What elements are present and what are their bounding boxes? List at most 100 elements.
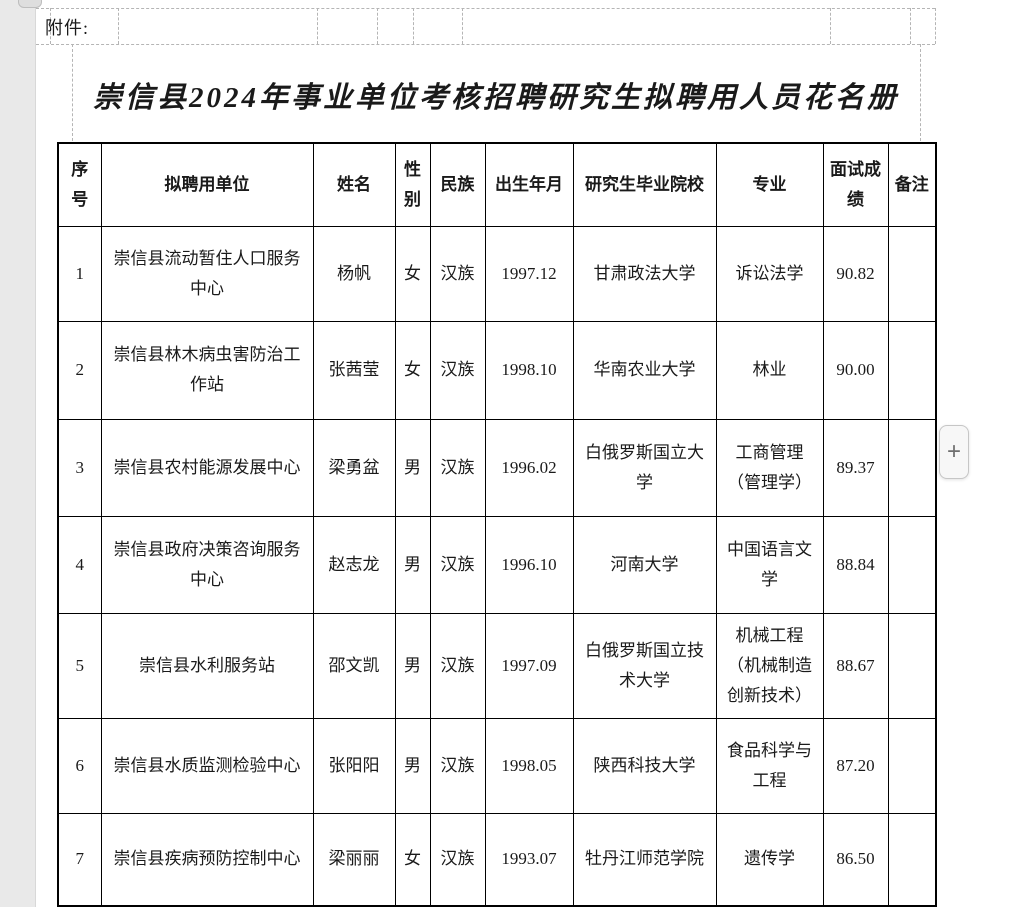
cell-ethnicity: 汉族 [429, 515, 486, 614]
cell-school: 甘肃政法大学 [572, 225, 717, 322]
cell-unit: 崇信县政府决策咨询服务中心 [100, 515, 314, 614]
table-row: 2 崇信县林木病虫害防治工作站 张茜莹 女 汉族 1998.10 华南农业大学 … [57, 320, 937, 420]
cell-gender: 男 [394, 515, 431, 614]
cell-major: 食品科学与工程 [715, 717, 824, 814]
cell-remark [887, 812, 937, 907]
cell-serial: 3 [57, 418, 102, 517]
column-header-ethnicity: 民族 [429, 142, 486, 227]
cell-remark [887, 717, 937, 814]
cell-name: 邵文凯 [312, 612, 396, 719]
cell-name: 梁勇盆 [312, 418, 396, 517]
cell-ethnicity: 汉族 [429, 812, 486, 907]
cell-ethnicity: 汉族 [429, 418, 486, 517]
table-row: 5 崇信县水利服务站 邵文凯 男 汉族 1997.09 白俄罗斯国立技术大学 机… [57, 612, 937, 719]
cell-remark [887, 418, 937, 517]
column-header-major: 专业 [715, 142, 824, 227]
cell-gender: 女 [394, 812, 431, 907]
cell-gender: 男 [394, 717, 431, 814]
cell-score: 88.67 [822, 612, 889, 719]
column-header-serial: 序号 [57, 142, 102, 227]
cell-serial: 6 [57, 717, 102, 814]
column-header-gender: 性别 [394, 142, 431, 227]
table-row: 7 崇信县疾病预防控制中心 梁丽丽 女 汉族 1993.07 牡丹江师范学院 遗… [57, 812, 937, 907]
cell-remark [887, 225, 937, 322]
cell-birth: 1998.10 [484, 320, 574, 420]
dashed-gridline [118, 8, 119, 44]
cell-remark [887, 320, 937, 420]
cell-gender: 女 [394, 320, 431, 420]
dashed-gridline [910, 8, 911, 44]
dashed-gridline [413, 8, 414, 44]
cell-gender: 男 [394, 418, 431, 517]
dashed-gridline [36, 8, 935, 9]
cell-ethnicity: 汉族 [429, 225, 486, 322]
cell-serial: 4 [57, 515, 102, 614]
cell-major: 工商管理（管理学） [715, 418, 824, 517]
cell-score: 90.82 [822, 225, 889, 322]
cell-birth: 1996.02 [484, 418, 574, 517]
cell-major: 诉讼法学 [715, 225, 824, 322]
cell-serial: 2 [57, 320, 102, 420]
cell-birth: 1996.10 [484, 515, 574, 614]
cell-ethnicity: 汉族 [429, 320, 486, 420]
cell-serial: 7 [57, 812, 102, 907]
cell-school: 陕西科技大学 [572, 717, 717, 814]
cell-name: 张茜莹 [312, 320, 396, 420]
cell-birth: 1998.05 [484, 717, 574, 814]
table-row: 4 崇信县政府决策咨询服务中心 赵志龙 男 汉族 1996.10 河南大学 中国… [57, 515, 937, 614]
cell-unit: 崇信县流动暂住人口服务中心 [100, 225, 314, 322]
cell-serial: 5 [57, 612, 102, 719]
cell-remark [887, 612, 937, 719]
column-header-name: 姓名 [312, 142, 396, 227]
page-title: 崇信县2024年事业单位考核招聘研究生拟聘用人员花名册 [92, 82, 899, 114]
cell-unit: 崇信县水质监测检验中心 [100, 717, 314, 814]
cell-birth: 1997.12 [484, 225, 574, 322]
dashed-gridline [72, 44, 73, 141]
dashed-gridline [462, 8, 463, 44]
cell-school: 白俄罗斯国立技术大学 [572, 612, 717, 719]
dashed-gridline [920, 44, 921, 141]
cell-score: 86.50 [822, 812, 889, 907]
cell-remark [887, 515, 937, 614]
cell-unit: 崇信县农村能源发展中心 [100, 418, 314, 517]
column-header-remark: 备注 [887, 142, 937, 227]
scrollbar-thumb[interactable] [18, 0, 42, 8]
attachment-label: 附件: [45, 18, 90, 38]
cell-score: 87.20 [822, 717, 889, 814]
cell-serial: 1 [57, 225, 102, 322]
cell-birth: 1993.07 [484, 812, 574, 907]
cell-name: 梁丽丽 [312, 812, 396, 907]
cell-major: 机械工程（机械制造创新技术） [715, 612, 824, 719]
cell-score: 90.00 [822, 320, 889, 420]
cell-major: 遗传学 [715, 812, 824, 907]
header-row: 序号 拟聘用单位 姓名 性别 民族 出生年月 研究生毕业院校 专业 面试成绩 备… [57, 142, 937, 227]
cell-score: 88.84 [822, 515, 889, 614]
cell-birth: 1997.09 [484, 612, 574, 719]
cell-unit: 崇信县水利服务站 [100, 612, 314, 719]
table-row: 3 崇信县农村能源发展中心 梁勇盆 男 汉族 1996.02 白俄罗斯国立大学 … [57, 418, 937, 517]
dashed-gridline [50, 8, 51, 44]
cell-school: 河南大学 [572, 515, 717, 614]
column-header-birth: 出生年月 [484, 142, 574, 227]
cell-ethnicity: 汉族 [429, 717, 486, 814]
cell-major: 林业 [715, 320, 824, 420]
cell-school: 牡丹江师范学院 [572, 812, 717, 907]
dashed-gridline [317, 8, 318, 44]
cell-score: 89.37 [822, 418, 889, 517]
cell-ethnicity: 汉族 [429, 612, 486, 719]
add-button[interactable]: + [939, 425, 969, 479]
cell-gender: 男 [394, 612, 431, 719]
cell-name: 赵志龙 [312, 515, 396, 614]
dashed-gridline [377, 8, 378, 44]
roster-table: 序号 拟聘用单位 姓名 性别 民族 出生年月 研究生毕业院校 专业 面试成绩 备… [57, 142, 937, 907]
cell-school: 华南农业大学 [572, 320, 717, 420]
column-header-unit: 拟聘用单位 [100, 142, 314, 227]
cell-school: 白俄罗斯国立大学 [572, 418, 717, 517]
cell-major: 中国语言文学 [715, 515, 824, 614]
page-left-margin [0, 0, 36, 907]
table-row: 6 崇信县水质监测检验中心 张阳阳 男 汉族 1998.05 陕西科技大学 食品… [57, 717, 937, 814]
dashed-gridline [36, 44, 935, 45]
cell-unit: 崇信县林木病虫害防治工作站 [100, 320, 314, 420]
column-header-score: 面试成绩 [822, 142, 889, 227]
table-row: 1 崇信县流动暂住人口服务中心 杨帆 女 汉族 1997.12 甘肃政法大学 诉… [57, 225, 937, 322]
